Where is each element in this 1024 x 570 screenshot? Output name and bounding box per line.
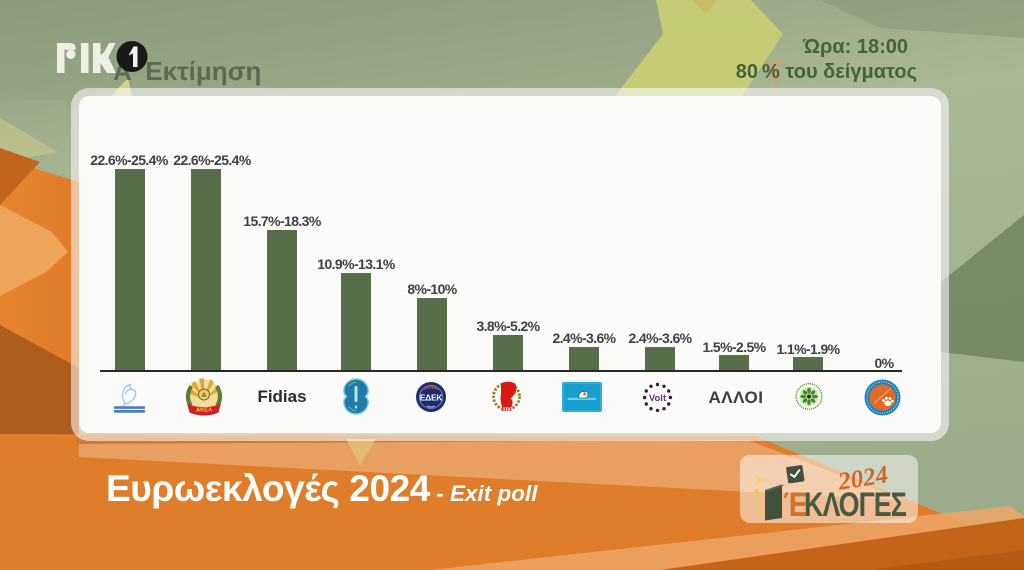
svg-text:ΑΚΕΛ: ΑΚΕΛ: [196, 408, 212, 414]
svg-text:Volt: Volt: [649, 393, 667, 404]
svg-text:Έ: Έ: [784, 486, 808, 523]
svg-text:ΚΛΟΓΕΣ: ΚΛΟΓΕΣ: [804, 486, 907, 523]
svg-text:ΕΔΕΚ: ΕΔΕΚ: [420, 393, 444, 403]
